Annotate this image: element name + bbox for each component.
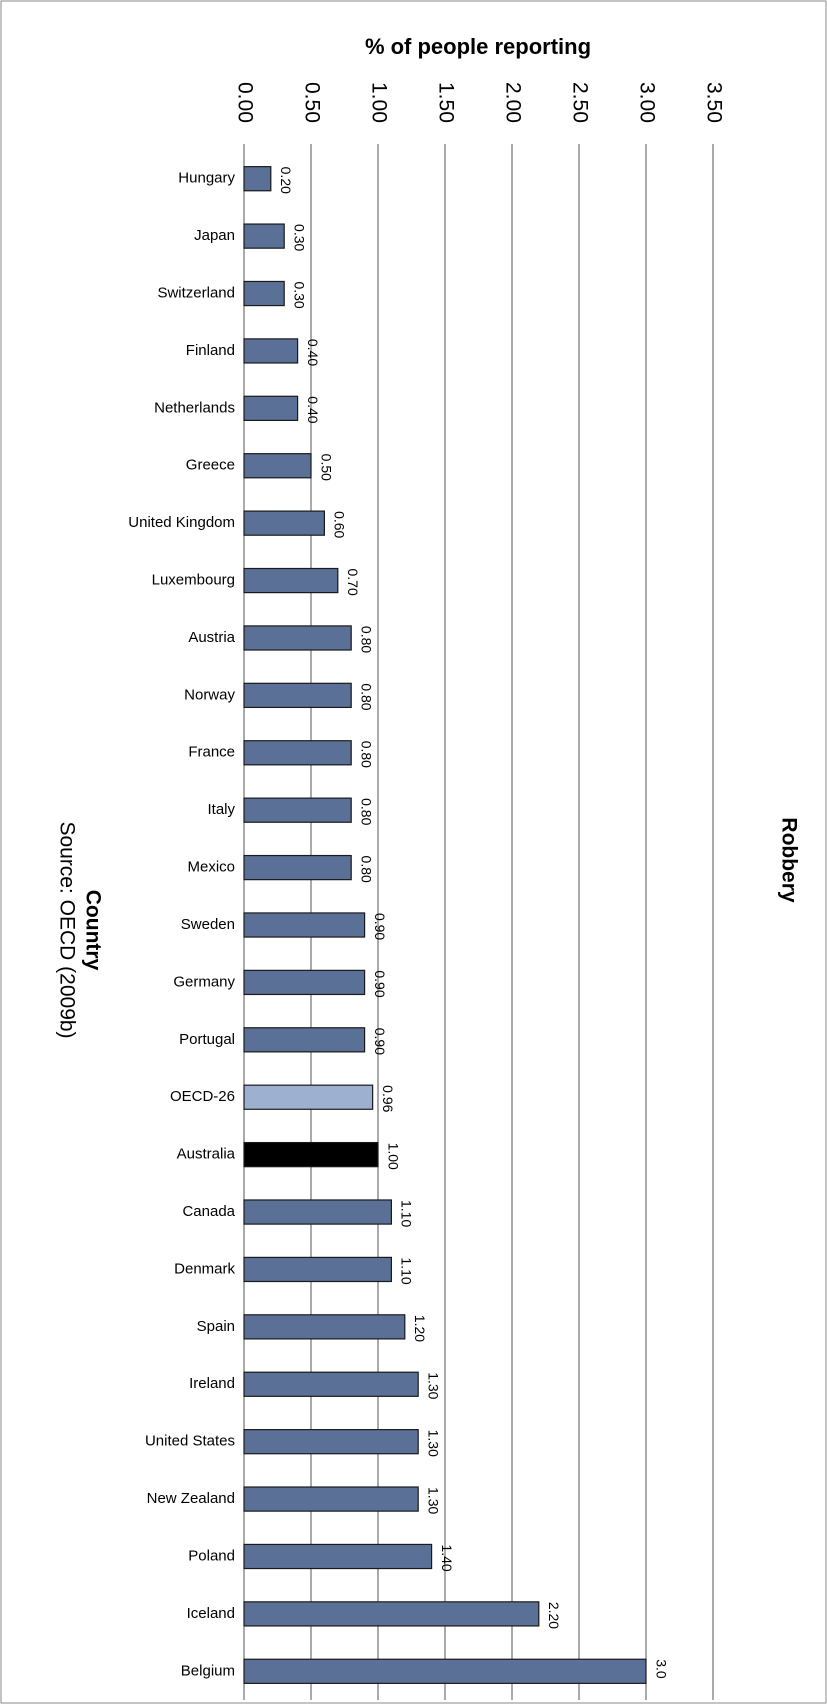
y-tick-label: Belgium xyxy=(181,1662,235,1679)
y-tick-label: Ireland xyxy=(189,1375,235,1392)
value-label: 1.10 xyxy=(399,1200,415,1227)
x-tick-label: 2.00 xyxy=(501,82,524,123)
x-tick-label: 0.50 xyxy=(300,82,323,123)
bar xyxy=(243,625,352,651)
bar xyxy=(243,1141,379,1168)
value-label: 0.70 xyxy=(345,569,361,596)
x-tick-label: 0.00 xyxy=(233,82,256,123)
y-tick-label: Austria xyxy=(188,629,235,646)
bar xyxy=(243,567,339,594)
bar xyxy=(243,1371,419,1397)
bar xyxy=(243,1314,406,1340)
x-tick-label: 1.50 xyxy=(434,82,457,123)
value-label: 0.90 xyxy=(372,913,388,940)
chart-title: Robbery xyxy=(777,817,800,903)
value-label: 0.90 xyxy=(372,970,388,997)
y-tick-label: Iceland xyxy=(187,1605,235,1622)
bar xyxy=(243,1199,392,1225)
y-tick-label: Finland xyxy=(186,342,235,359)
y-tick-label: Italy xyxy=(207,801,235,818)
bar xyxy=(243,797,352,823)
y-tick-label: Hungary xyxy=(178,170,235,187)
bar xyxy=(243,740,352,766)
value-label: 0.96 xyxy=(380,1085,396,1112)
bar xyxy=(243,510,326,536)
y-tick-label: OECD-26 xyxy=(170,1088,235,1105)
y-tick-label: Portugal xyxy=(179,1031,235,1048)
y-tick-label: Japan xyxy=(194,227,235,244)
bar xyxy=(243,1658,647,1684)
bar xyxy=(243,1543,433,1570)
bar xyxy=(243,1027,366,1053)
y-tick-label: France xyxy=(188,744,235,761)
bar xyxy=(243,682,352,709)
value-label: 1.30 xyxy=(425,1372,441,1399)
bar xyxy=(243,1084,374,1110)
x-tick-label: 2.50 xyxy=(568,82,591,123)
bar xyxy=(243,1486,419,1512)
bar xyxy=(243,1601,540,1627)
value-label: 0.80 xyxy=(358,683,374,710)
y-tick-label: Poland xyxy=(188,1547,235,1564)
value-label: 0.30 xyxy=(291,281,307,308)
value-label: 0.80 xyxy=(358,741,374,768)
y-tick-label: Germany xyxy=(173,973,235,990)
x-tick-label: 1.00 xyxy=(367,82,390,123)
y-tick-label: Netherlands xyxy=(154,399,235,416)
y-tick-label: United States xyxy=(145,1433,235,1450)
y-tick-label: Denmark xyxy=(174,1260,235,1277)
y-tick-label: Spain xyxy=(197,1318,235,1335)
y-tick-label: Australia xyxy=(177,1146,236,1163)
y-tick-label: Greece xyxy=(186,457,235,474)
value-label: 1.00 xyxy=(385,1143,401,1170)
y-tick-label: United Kingdom xyxy=(128,514,235,531)
y-tick-label: Canada xyxy=(182,1203,235,1220)
value-label: 0.20 xyxy=(278,167,294,194)
value-label: 0.80 xyxy=(358,798,374,825)
x-tick-label: 3.00 xyxy=(635,82,658,123)
value-label: 1.10 xyxy=(399,1257,415,1284)
value-label: 1.20 xyxy=(412,1315,428,1342)
x-tick-label: 3.50 xyxy=(702,82,725,123)
value-label: 0.90 xyxy=(372,1028,388,1055)
bar xyxy=(243,223,285,249)
value-label: 0.80 xyxy=(358,856,374,883)
bar xyxy=(243,395,299,421)
value-label: 1.40 xyxy=(439,1544,455,1571)
bar xyxy=(243,1256,392,1283)
y-tick-label: New Zealand xyxy=(147,1490,235,1507)
value-label: 3.0 xyxy=(653,1659,669,1679)
bar xyxy=(243,912,366,938)
bar xyxy=(243,280,285,307)
y-tick-label: Switzerland xyxy=(157,284,235,301)
source-note: Source: OECD (2009b) xyxy=(55,821,78,1038)
bar xyxy=(243,338,299,364)
y-tick-label: Luxembourg xyxy=(152,572,235,589)
value-label: 0.40 xyxy=(305,339,321,366)
bar xyxy=(243,969,366,996)
value-label: 0.80 xyxy=(358,626,374,653)
x-axis-label: % of people reporting xyxy=(365,34,591,59)
y-axis-label: Country xyxy=(81,890,104,971)
value-label: 0.40 xyxy=(305,396,321,423)
bar xyxy=(243,854,352,881)
value-label: 2.20 xyxy=(546,1602,562,1629)
y-tick-label: Norway xyxy=(184,686,235,703)
value-label: 1.30 xyxy=(425,1487,441,1514)
bar xyxy=(243,166,272,192)
value-label: 1.30 xyxy=(425,1430,441,1457)
bar xyxy=(243,453,312,479)
value-label: 0.50 xyxy=(318,454,334,481)
y-tick-label: Mexico xyxy=(187,859,235,876)
value-label: 0.60 xyxy=(332,511,348,538)
y-tick-label: Sweden xyxy=(181,916,235,933)
bar xyxy=(243,1429,419,1455)
value-label: 0.30 xyxy=(291,224,307,251)
